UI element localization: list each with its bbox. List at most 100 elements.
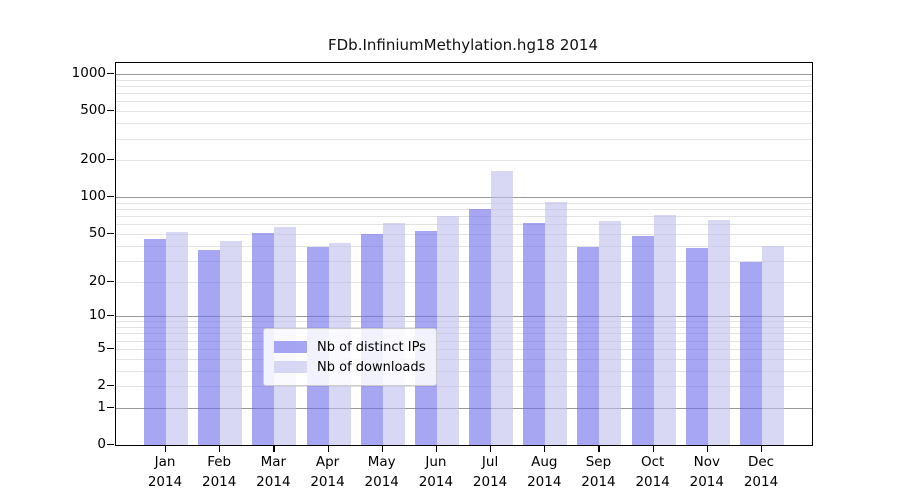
chart-title: FDb.InfiniumMethylation.hg18 2014 (328, 36, 598, 54)
minor-gridline (116, 245, 812, 247)
y-tick-label: 10 (88, 307, 106, 324)
x-tick-label: Feb 2014 (201, 454, 237, 490)
minor-gridline (116, 209, 812, 211)
legend-swatch-distinct-ips-icon (274, 341, 307, 353)
y-tick-mark (107, 385, 114, 387)
minor-gridline (116, 333, 812, 335)
x-tick-label: Mar 2014 (256, 454, 291, 490)
legend-item-downloads: Nb of downloads (274, 357, 426, 377)
y-tick-mark (107, 73, 114, 75)
legend-item-distinct-ips: Nb of distinct IPs (274, 337, 426, 357)
legend-swatch-downloads-icon (274, 361, 307, 373)
y-tick-mark (107, 347, 114, 349)
x-tick-label: Sep 2014 (581, 454, 616, 490)
x-tick-label: Aug 2014 (527, 454, 562, 490)
x-tick-mark (706, 445, 708, 452)
x-tick-mark (490, 445, 492, 452)
y-tick-mark (107, 196, 114, 198)
minor-gridline (116, 358, 812, 360)
x-tick-mark (273, 445, 275, 452)
y-tick-label: 5 (97, 339, 106, 356)
minor-gridline (116, 101, 812, 103)
legend-label-downloads: Nb of downloads (317, 359, 426, 375)
minor-gridline (116, 386, 812, 388)
y-tick-label: 500 (80, 102, 106, 119)
minor-gridline (116, 86, 812, 88)
y-tick-mark (107, 315, 114, 317)
bar-ips-feb-2014 (198, 249, 221, 445)
bar-ips-nov-2014 (685, 248, 708, 445)
x-tick-mark (598, 445, 600, 452)
major-gridline (116, 197, 812, 199)
bar-ips-jan-2014 (144, 239, 166, 445)
y-tick-mark (107, 232, 114, 235)
major-gridline (116, 316, 812, 318)
y-tick-label: 200 (80, 151, 106, 168)
bar-ips-aug-2014 (523, 223, 546, 445)
legend: Nb of distinct IPs Nb of downloads (263, 328, 437, 386)
minor-gridline (116, 123, 812, 125)
minor-gridline (116, 370, 812, 372)
minor-gridline (116, 111, 812, 113)
y-tick-label: 100 (80, 188, 106, 205)
minor-gridline (116, 348, 812, 350)
x-tick-mark (327, 445, 329, 452)
bar-ips-jul-2014 (469, 209, 492, 445)
x-tick-mark (219, 445, 221, 452)
y-tick-mark (107, 110, 114, 112)
bar-downloads-dec-2014 (762, 245, 784, 445)
x-tick-label: Apr 2014 (310, 454, 345, 490)
minor-gridline (116, 321, 812, 323)
minor-gridline (116, 138, 812, 140)
y-tick-label: 50 (88, 224, 106, 241)
y-tick-mark (107, 444, 114, 446)
major-gridline (116, 407, 812, 409)
minor-gridline (116, 224, 812, 226)
x-tick-mark (544, 445, 546, 452)
bar-downloads-jun-2014 (436, 216, 459, 445)
plot-area (115, 62, 813, 446)
x-tick-label: Dec 2014 (743, 454, 779, 490)
legend-label-distinct-ips: Nb of distinct IPs (317, 339, 426, 355)
y-tick-label: 20 (88, 272, 106, 289)
bar-downloads-sep-2014 (599, 220, 622, 445)
x-tick-mark (761, 445, 763, 452)
bar-downloads-aug-2014 (545, 201, 568, 445)
x-tick-label: Jul 2014 (472, 454, 508, 490)
x-tick-label: Oct 2014 (635, 454, 670, 490)
minor-gridline (116, 160, 812, 162)
minor-gridline (116, 79, 812, 81)
x-tick-mark (165, 445, 167, 452)
bar-downloads-jan-2014 (166, 231, 188, 445)
bar-ips-oct-2014 (631, 236, 654, 445)
x-tick-mark (652, 445, 654, 452)
minor-gridline (116, 340, 812, 342)
minor-gridline (116, 216, 812, 218)
x-tick-label: Nov 2014 (689, 454, 724, 490)
x-tick-label: Jun 2014 (418, 454, 454, 490)
x-tick-label: May 2014 (364, 454, 399, 490)
x-tick-mark (381, 445, 383, 452)
major-gridline (116, 74, 812, 76)
y-tick-mark (107, 406, 114, 408)
y-tick-mark (107, 280, 114, 282)
bar-downloads-oct-2014 (653, 214, 676, 445)
minor-gridline (116, 233, 812, 235)
minor-gridline (116, 327, 812, 329)
y-tick-label: 0 (97, 436, 106, 452)
y-tick-mark (107, 159, 114, 161)
minor-gridline (116, 281, 812, 283)
bar-downloads-jul-2014 (491, 170, 514, 445)
bar-downloads-feb-2014 (220, 240, 243, 445)
x-tick-mark (435, 445, 438, 452)
bar-ips-sep-2014 (577, 246, 600, 445)
y-tick-label: 1 (97, 398, 106, 415)
y-tick-label: 1000 (71, 65, 106, 82)
minor-gridline (116, 260, 812, 262)
minor-gridline (116, 93, 812, 95)
y-tick-label: 2 (97, 377, 106, 394)
bar-downloads-nov-2014 (707, 220, 730, 445)
bar-ips-dec-2014 (740, 262, 762, 445)
x-tick-label: Jan 2014 (147, 454, 183, 490)
